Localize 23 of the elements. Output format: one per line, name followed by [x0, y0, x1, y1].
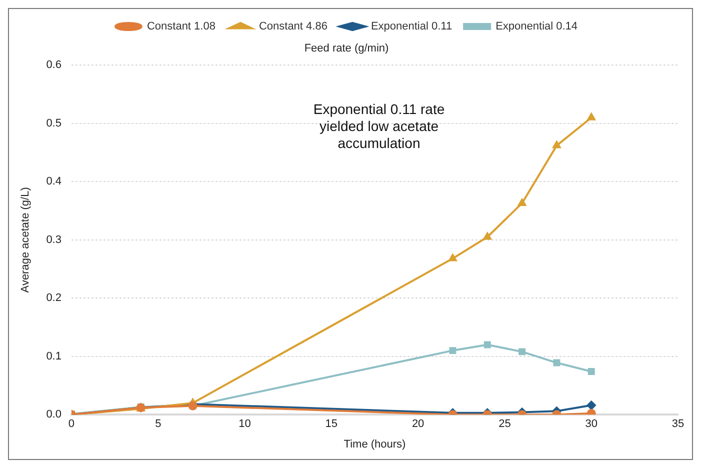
y-axis-title: Average acetate (g/L) [20, 187, 32, 293]
x-tick-label: 15 [325, 418, 338, 430]
legend-label: Constant 1.08 [146, 20, 216, 33]
x-tick-label: 25 [498, 418, 511, 430]
legend-label: Exponential 0.14 [496, 20, 578, 33]
y-tick-label: 0.2 [46, 292, 62, 304]
y-tick-label: 0.5 [46, 117, 62, 130]
y-tick-label: 0.6 [46, 59, 62, 72]
y-tick-label: 0.1 [46, 350, 62, 362]
y-tick-label: 0.0 [46, 408, 62, 421]
x-tick-label: 20 [412, 418, 424, 430]
x-tick-label: 10 [238, 418, 251, 430]
x-tick-label: 35 [672, 418, 684, 430]
x-tick-label: 5 [155, 418, 162, 430]
x-tick-label: 0 [68, 418, 75, 430]
annotation: Exponential 0.11 rate yielded low acetate accumulation [312, 101, 446, 152]
legend-label: Exponential 0.11 [370, 20, 452, 33]
x-tick-label: 30 [585, 418, 598, 430]
y-tick-label: 0.4 [46, 176, 62, 188]
legend-label: Constant 4.86 [258, 20, 328, 33]
x-axis-title: Time (hours) [344, 438, 406, 450]
y-tick-label: 0.3 [46, 234, 62, 246]
legend-title: Feed rate (g/min) [304, 42, 389, 55]
